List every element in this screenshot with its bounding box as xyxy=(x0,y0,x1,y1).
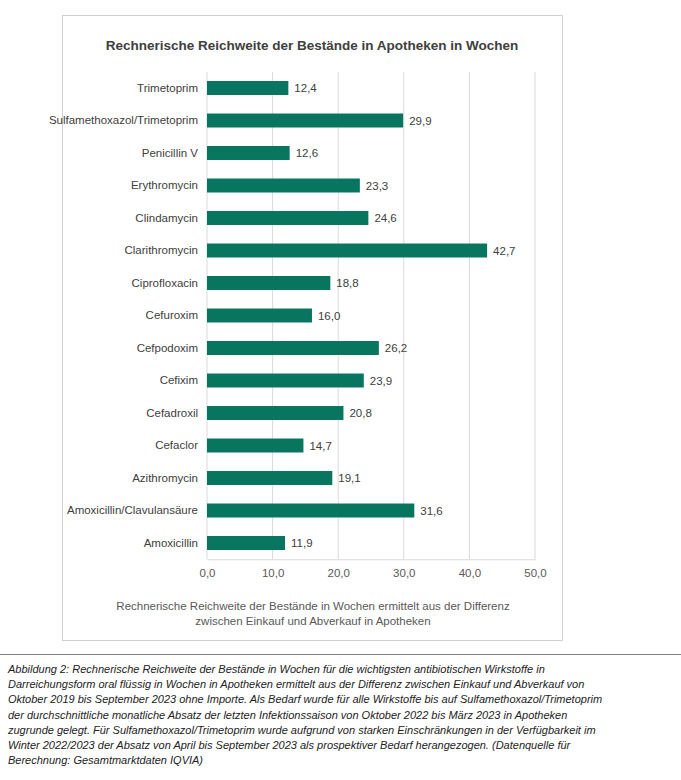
separator xyxy=(0,654,681,655)
y-tick-label: Cefaclor xyxy=(155,439,198,451)
data-label: 24,6 xyxy=(374,212,396,224)
bar xyxy=(207,341,379,355)
x-tick: 0,0 xyxy=(200,559,216,579)
bar xyxy=(207,439,303,453)
y-tick-label: Ciprofloxacin xyxy=(132,277,198,289)
x-tick-label: 10,0 xyxy=(262,567,284,579)
y-tick-label: Clarithromycin xyxy=(125,244,199,256)
y-tick-label: Cefuroxim xyxy=(146,309,198,321)
y-tick-label: Penicillin V xyxy=(142,147,199,159)
x-axis-title: Rechnerische Reichweite der Bestände in … xyxy=(116,600,510,627)
x-tick: 50,0 xyxy=(524,559,546,579)
data-labels: 12,4 29,9 12,6 23,3 24,6 42,7 18,8 16,0 26,2 23,9… xyxy=(291,82,515,549)
data-label: 16,0 xyxy=(318,310,340,322)
y-tick: Clindamycin xyxy=(135,212,207,224)
bar xyxy=(207,406,343,420)
x-tick: 30,0 xyxy=(393,559,415,579)
y-tick-label: Cefpodoxim xyxy=(137,342,198,354)
caption-line: Oktober 2019 bis September 2023 ohne Imp… xyxy=(8,693,602,705)
data-label: 14,7 xyxy=(309,440,331,452)
x-tick-label: 0,0 xyxy=(200,567,216,579)
data-label: 19,1 xyxy=(338,472,360,484)
data-label: 12,4 xyxy=(294,82,317,94)
grid-line xyxy=(535,72,536,560)
y-tick: Cefadroxil xyxy=(146,407,207,419)
data-label: 42,7 xyxy=(493,245,515,257)
data-label: 11,9 xyxy=(291,537,313,549)
y-axis: Trimetoprim Sulfamethoxazol/Trimetoprim Pe… xyxy=(49,82,207,549)
bar xyxy=(207,504,414,518)
y-tick: Sulfamethoxazol/Trimetoprim xyxy=(49,114,207,126)
y-tick: Trimetoprim xyxy=(137,82,207,94)
data-label: 20,8 xyxy=(349,407,371,419)
chart: Rechnerische Reichweite der Bestände in … xyxy=(0,0,681,780)
x-tick-label: 40,0 xyxy=(459,567,481,579)
bar xyxy=(207,276,330,290)
bar xyxy=(207,146,290,160)
y-tick: Cefuroxim xyxy=(146,309,207,321)
bar xyxy=(207,81,288,95)
y-tick-label: Trimetoprim xyxy=(137,82,198,94)
caption: Abbildung 2: Rechnerische Reichweite der… xyxy=(7,663,602,766)
y-tick: Azithromycin xyxy=(132,472,207,484)
x-axis: 0,0 10,0 20,0 30,0 40,0 50,0 xyxy=(200,559,547,579)
y-tick: Amoxicillin/Clavulansäure xyxy=(67,504,207,516)
y-tick-label: Amoxicillin/Clavulansäure xyxy=(67,504,198,516)
y-tick: Amoxicillin xyxy=(144,537,207,549)
y-tick: Penicillin V xyxy=(142,147,207,159)
bar xyxy=(207,179,360,193)
y-tick: Cefaclor xyxy=(155,439,207,451)
bar xyxy=(207,244,487,258)
grid-line xyxy=(469,72,470,560)
data-label: 23,3 xyxy=(366,180,388,192)
y-tick-label: Cefadroxil xyxy=(146,407,198,419)
bar xyxy=(207,536,285,550)
caption-line: Berechnung: Gesamtmarktdaten IQVIA) xyxy=(8,754,203,766)
y-tick-label: Erythromycin xyxy=(131,179,198,191)
caption-line: der durchschnittliche monatliche Absatz … xyxy=(8,709,567,721)
bar xyxy=(207,374,364,388)
y-tick: Ciprofloxacin xyxy=(132,277,207,289)
y-tick: Erythromycin xyxy=(131,179,207,191)
data-label: 12,6 xyxy=(296,147,318,159)
x-tick: 10,0 xyxy=(262,559,284,579)
grid xyxy=(207,72,535,560)
bar xyxy=(207,114,403,128)
x-tick: 20,0 xyxy=(328,559,350,579)
caption-line: Winter 2022/2023 der Absatz von April bi… xyxy=(8,739,572,751)
caption-line: zugrunde gelegt. Für Sulfamethoxazol/Tri… xyxy=(7,724,596,736)
y-tick-label: Cefixim xyxy=(160,374,198,386)
x-axis-title-line: Rechnerische Reichweite der Bestände in … xyxy=(116,600,510,612)
data-label: 26,2 xyxy=(385,342,407,354)
y-tick-label: Clindamycin xyxy=(135,212,198,224)
x-axis-line xyxy=(208,559,536,560)
x-tick-label: 30,0 xyxy=(393,567,415,579)
y-tick: Cefixim xyxy=(160,374,207,386)
x-tick-label: 20,0 xyxy=(328,567,350,579)
bars xyxy=(207,81,487,550)
x-tick-label: 50,0 xyxy=(524,567,546,579)
title: Rechnerische Reichweite der Bestände in … xyxy=(106,38,519,53)
y-tick: Cefpodoxim xyxy=(137,342,207,354)
data-label: 23,9 xyxy=(370,375,392,387)
bar xyxy=(207,471,332,485)
data-label: 31,6 xyxy=(420,505,442,517)
y-tick-label: Sulfamethoxazol/Trimetoprim xyxy=(49,114,198,126)
bar xyxy=(207,309,312,323)
caption-line: Abbildung 2: Rechnerische Reichweite der… xyxy=(7,663,545,675)
data-label: 29,9 xyxy=(409,115,431,127)
bar xyxy=(207,211,368,225)
x-tick: 40,0 xyxy=(459,559,481,579)
chart-frame xyxy=(63,16,563,641)
grid-line xyxy=(403,72,404,560)
x-axis-title-line: zwischen Einkauf und Abverkauf in Apothe… xyxy=(195,615,430,627)
data-label: 18,8 xyxy=(336,277,358,289)
caption-line: Darreichungsform oral flüssig in Wochen … xyxy=(8,678,584,690)
y-tick-label: Azithromycin xyxy=(132,472,198,484)
y-tick-label: Amoxicillin xyxy=(144,537,198,549)
y-tick: Clarithromycin xyxy=(125,244,208,256)
